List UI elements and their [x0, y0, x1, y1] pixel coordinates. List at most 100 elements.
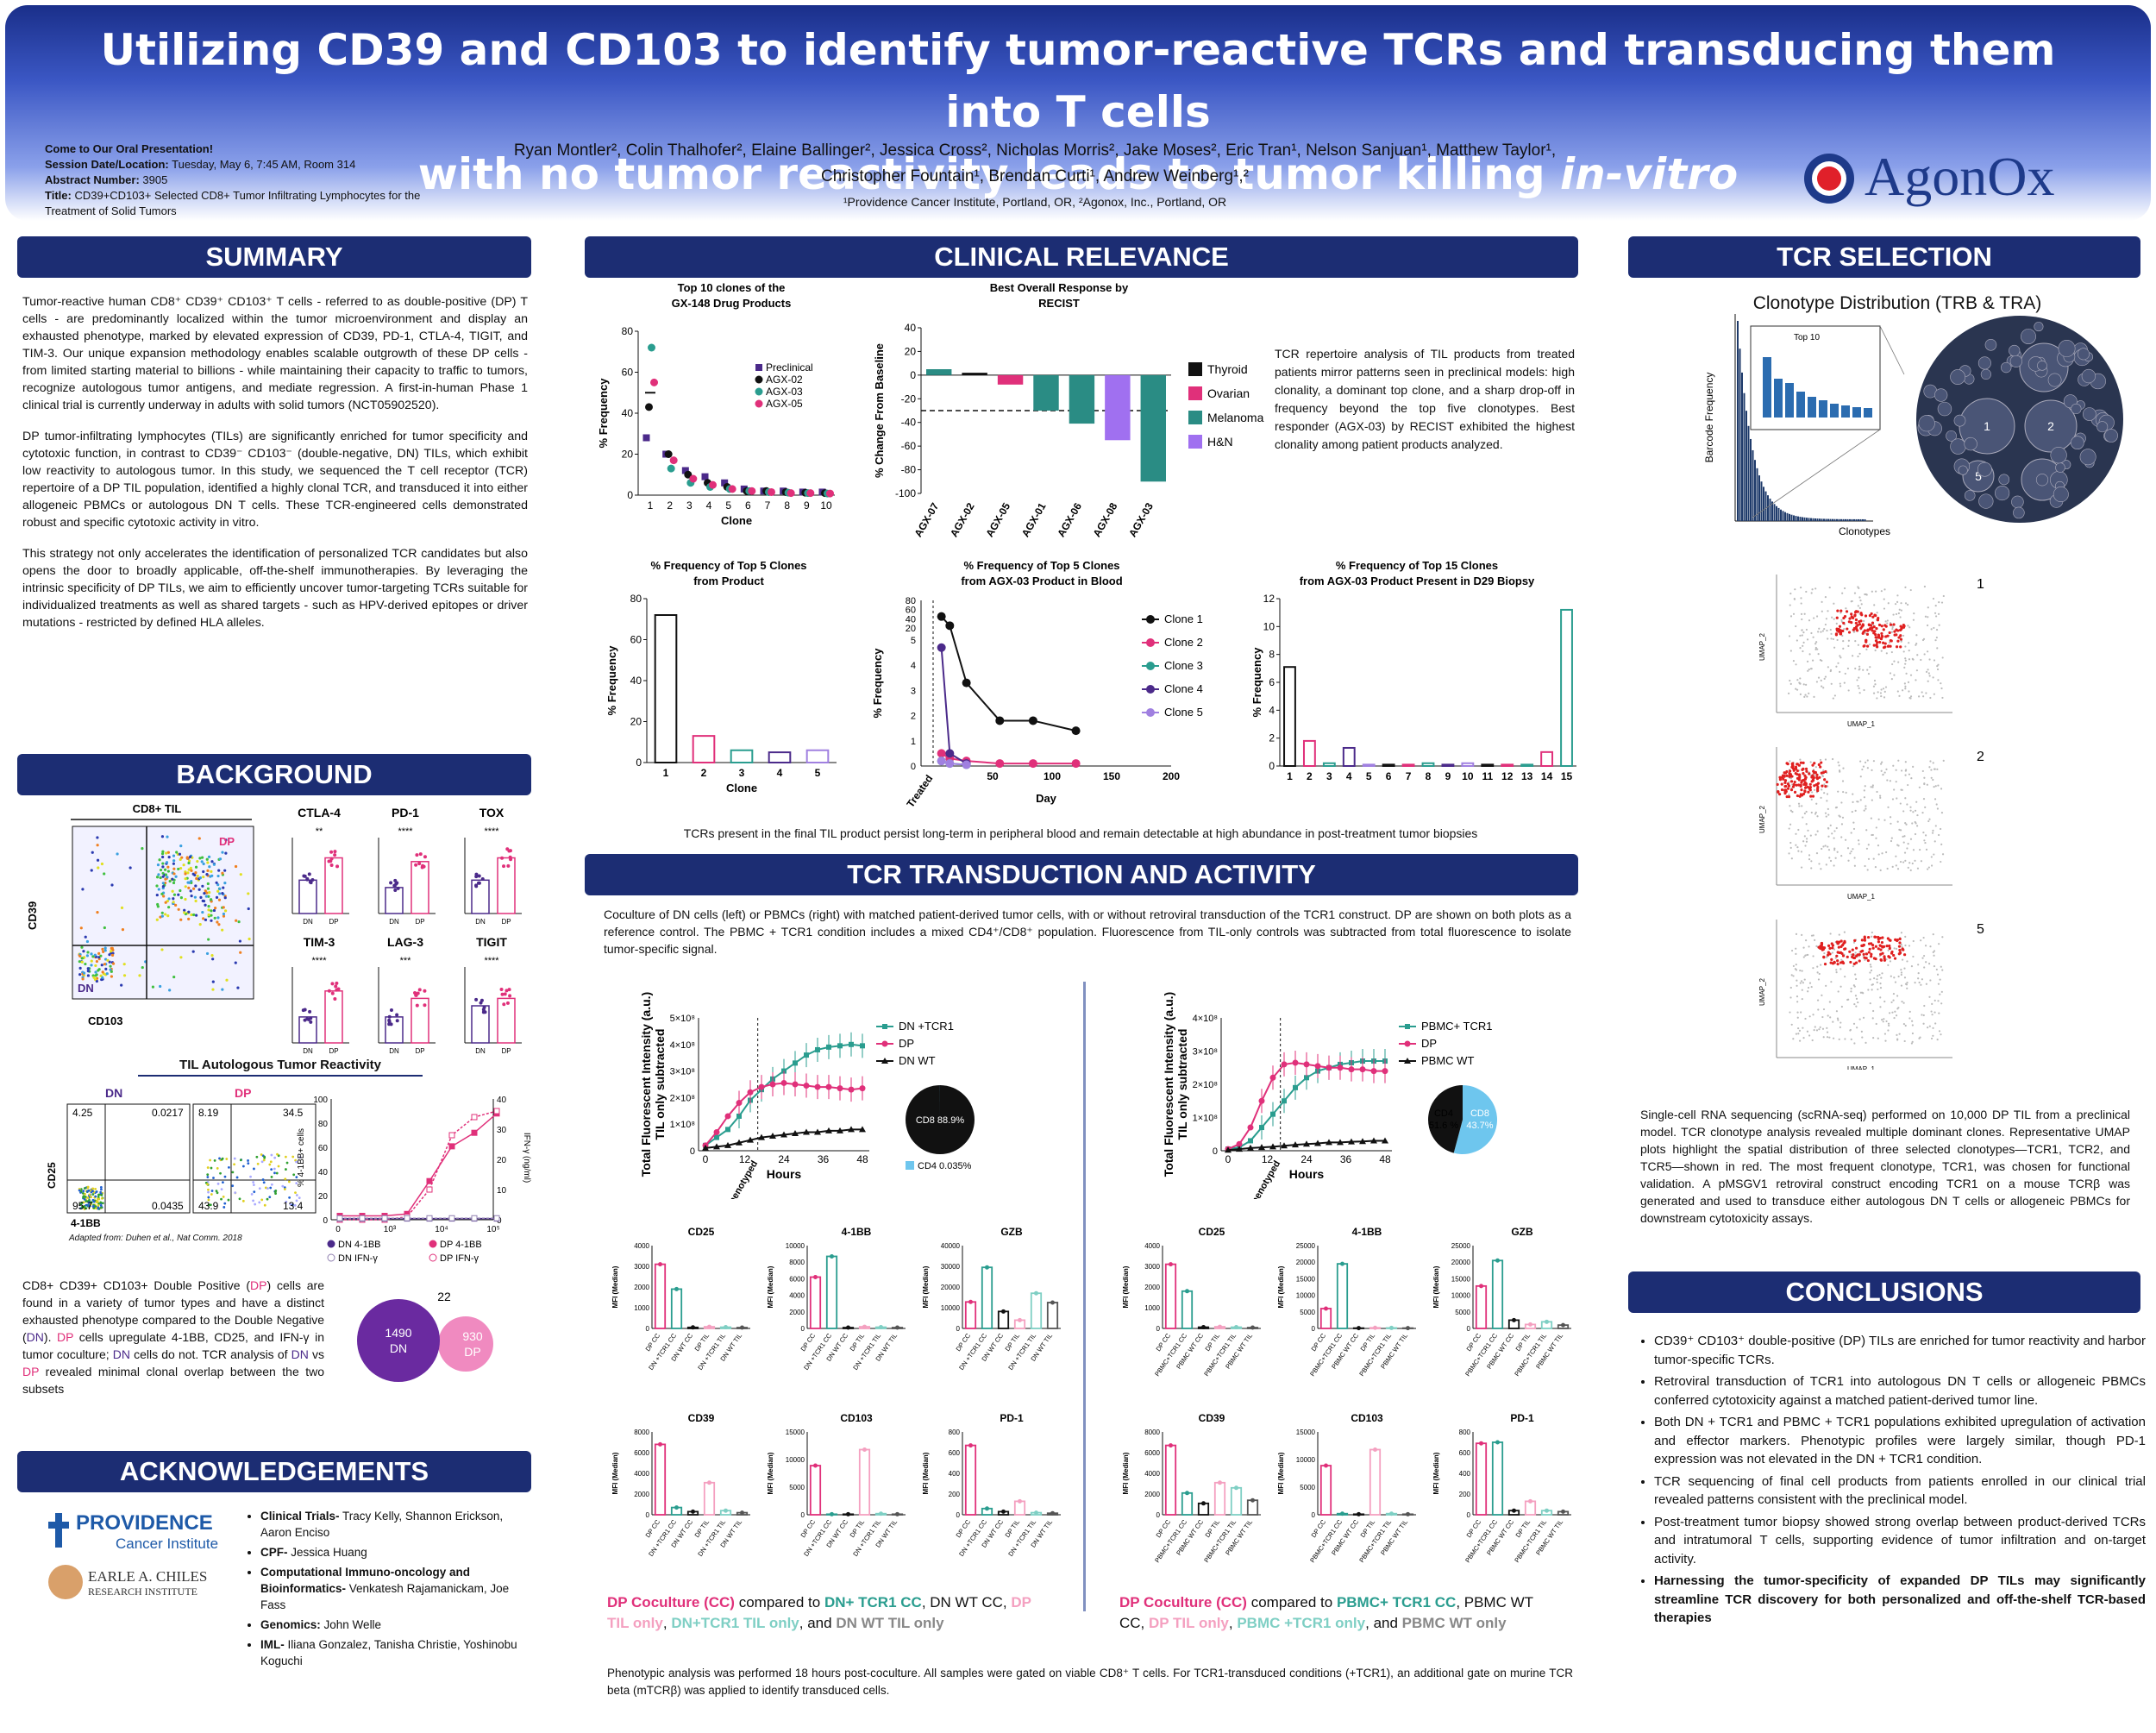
clonotype-bar: [1763, 487, 1764, 521]
umap-cell: [1843, 681, 1846, 684]
umap-cell: [1833, 830, 1836, 832]
umap-highlight-cell: [1901, 947, 1904, 951]
umap-highlight-cell: [1776, 782, 1779, 787]
umap-highlight-cell: [1867, 942, 1871, 945]
bar: [1105, 374, 1131, 441]
umap-cell: [1905, 823, 1908, 826]
series-line: [941, 752, 1076, 765]
umap-cell: [1908, 690, 1910, 693]
umap-cell: [1805, 590, 1808, 593]
dp-dot: [223, 1202, 227, 1205]
flow-dot: [104, 967, 108, 971]
umap-cell: [1801, 805, 1803, 807]
titration-ytick-right: 40: [497, 1096, 507, 1105]
pie-label: 43.7%: [1466, 1121, 1493, 1131]
umap-highlight-cell: [1802, 767, 1805, 770]
umap-cell: [1916, 825, 1919, 827]
umap-cell: [1846, 667, 1850, 670]
dp-dot: [238, 1197, 241, 1201]
data-point: [945, 621, 955, 631]
mfi-bar: [1181, 1290, 1194, 1329]
flow-dot: [141, 965, 144, 970]
y-tick-label: 2: [911, 712, 916, 722]
mfi-point: [813, 1274, 818, 1279]
titration-ylabel-right: IFN-γ (ng/ml): [522, 1133, 531, 1183]
flow-dot: [239, 951, 242, 954]
umap-cell: [1806, 638, 1809, 641]
umap-cell: [1879, 983, 1882, 985]
umap-highlight-cell: [1825, 780, 1828, 784]
umap-cell: [1885, 652, 1888, 655]
clonotype-bar: [1789, 513, 1790, 521]
umap-cell: [1908, 1010, 1911, 1013]
inset-bar: [1852, 407, 1861, 418]
mfi-point: [879, 1325, 883, 1330]
umap-cell: [1936, 1039, 1939, 1041]
umap-cell: [1863, 789, 1865, 792]
marker-dn-point: [395, 881, 399, 885]
venn-dp-count: 930: [462, 1329, 483, 1343]
umap-cell: [1808, 1034, 1811, 1037]
umap-cell: [1902, 1022, 1906, 1026]
legend-marker: [755, 364, 762, 371]
flow-dot: [166, 865, 170, 869]
legend-fragment: , DN WT CC,: [921, 1594, 1012, 1611]
mfi-ylabel: MFI (Median): [1432, 1265, 1440, 1308]
umap-cell: [1814, 939, 1816, 942]
mfi-ytick: 0: [801, 1325, 805, 1333]
flow-dot: [86, 970, 90, 973]
umap-highlight-cell: [1785, 774, 1789, 777]
umap-cell: [1914, 982, 1916, 984]
flow-dot: [96, 836, 99, 839]
umap-cell: [1936, 668, 1940, 671]
legend-label: Clone 3: [1164, 659, 1203, 672]
data-point: [1314, 1140, 1321, 1146]
umap-cell: [1877, 853, 1880, 856]
umap-cell: [1861, 768, 1864, 771]
flow-dot: [238, 939, 241, 943]
umap-cell: [1932, 933, 1934, 936]
clonotype-bar: [1855, 518, 1858, 521]
data-point: [1292, 1141, 1299, 1148]
umap-cell: [1858, 652, 1861, 655]
flow-dot: [109, 964, 112, 968]
marker-dn-point: [482, 1005, 486, 1009]
umap-highlight-cell: [1851, 616, 1855, 619]
umap-cell: [1802, 1037, 1805, 1039]
y-tick-label: 1×10⁸: [1193, 1114, 1218, 1124]
umap-cell: [1903, 976, 1907, 979]
umap-cell: [1940, 965, 1942, 968]
y-tick-label: 0: [636, 757, 642, 769]
flow-dot: [161, 855, 165, 859]
marker-dp-point: [505, 989, 509, 993]
umap-cell: [1794, 588, 1796, 591]
clonotype-bar: [1802, 517, 1803, 521]
marker-dp-bar: [324, 857, 343, 914]
flow-dot: [111, 962, 116, 965]
umap-cell: [1850, 987, 1852, 990]
data-point: [945, 759, 955, 769]
dp-dot: [215, 1190, 218, 1193]
umap-cell: [1831, 757, 1834, 761]
dp-dot: [260, 1160, 264, 1164]
data-point: [702, 1144, 709, 1151]
clonotype-bar: [1832, 518, 1833, 521]
dp-dot: [274, 1192, 277, 1195]
umap-cell: [1900, 943, 1902, 946]
umap-cell: [1801, 970, 1803, 972]
dn-dot: [96, 1201, 99, 1203]
dp-q4: 13.4: [283, 1200, 304, 1212]
umap-cell: [1888, 1024, 1890, 1027]
mfi-point: [1528, 1322, 1532, 1327]
flow-dot: [161, 884, 166, 888]
umap-highlight-cell: [1794, 767, 1798, 770]
umap-cell: [1827, 835, 1830, 838]
pbmc-mfi-legend: DP Coculture (CC) compared to PBMC+ TCR1…: [1119, 1592, 1551, 1634]
umap-cell: [1929, 696, 1932, 700]
dp-dot: [249, 1175, 252, 1178]
umap-cell: [1833, 948, 1836, 951]
umap-cell: [1852, 965, 1855, 968]
umap-cell: [1903, 851, 1907, 854]
x-tick-label: 100: [1044, 770, 1061, 782]
umap-cell: [1928, 1025, 1931, 1027]
